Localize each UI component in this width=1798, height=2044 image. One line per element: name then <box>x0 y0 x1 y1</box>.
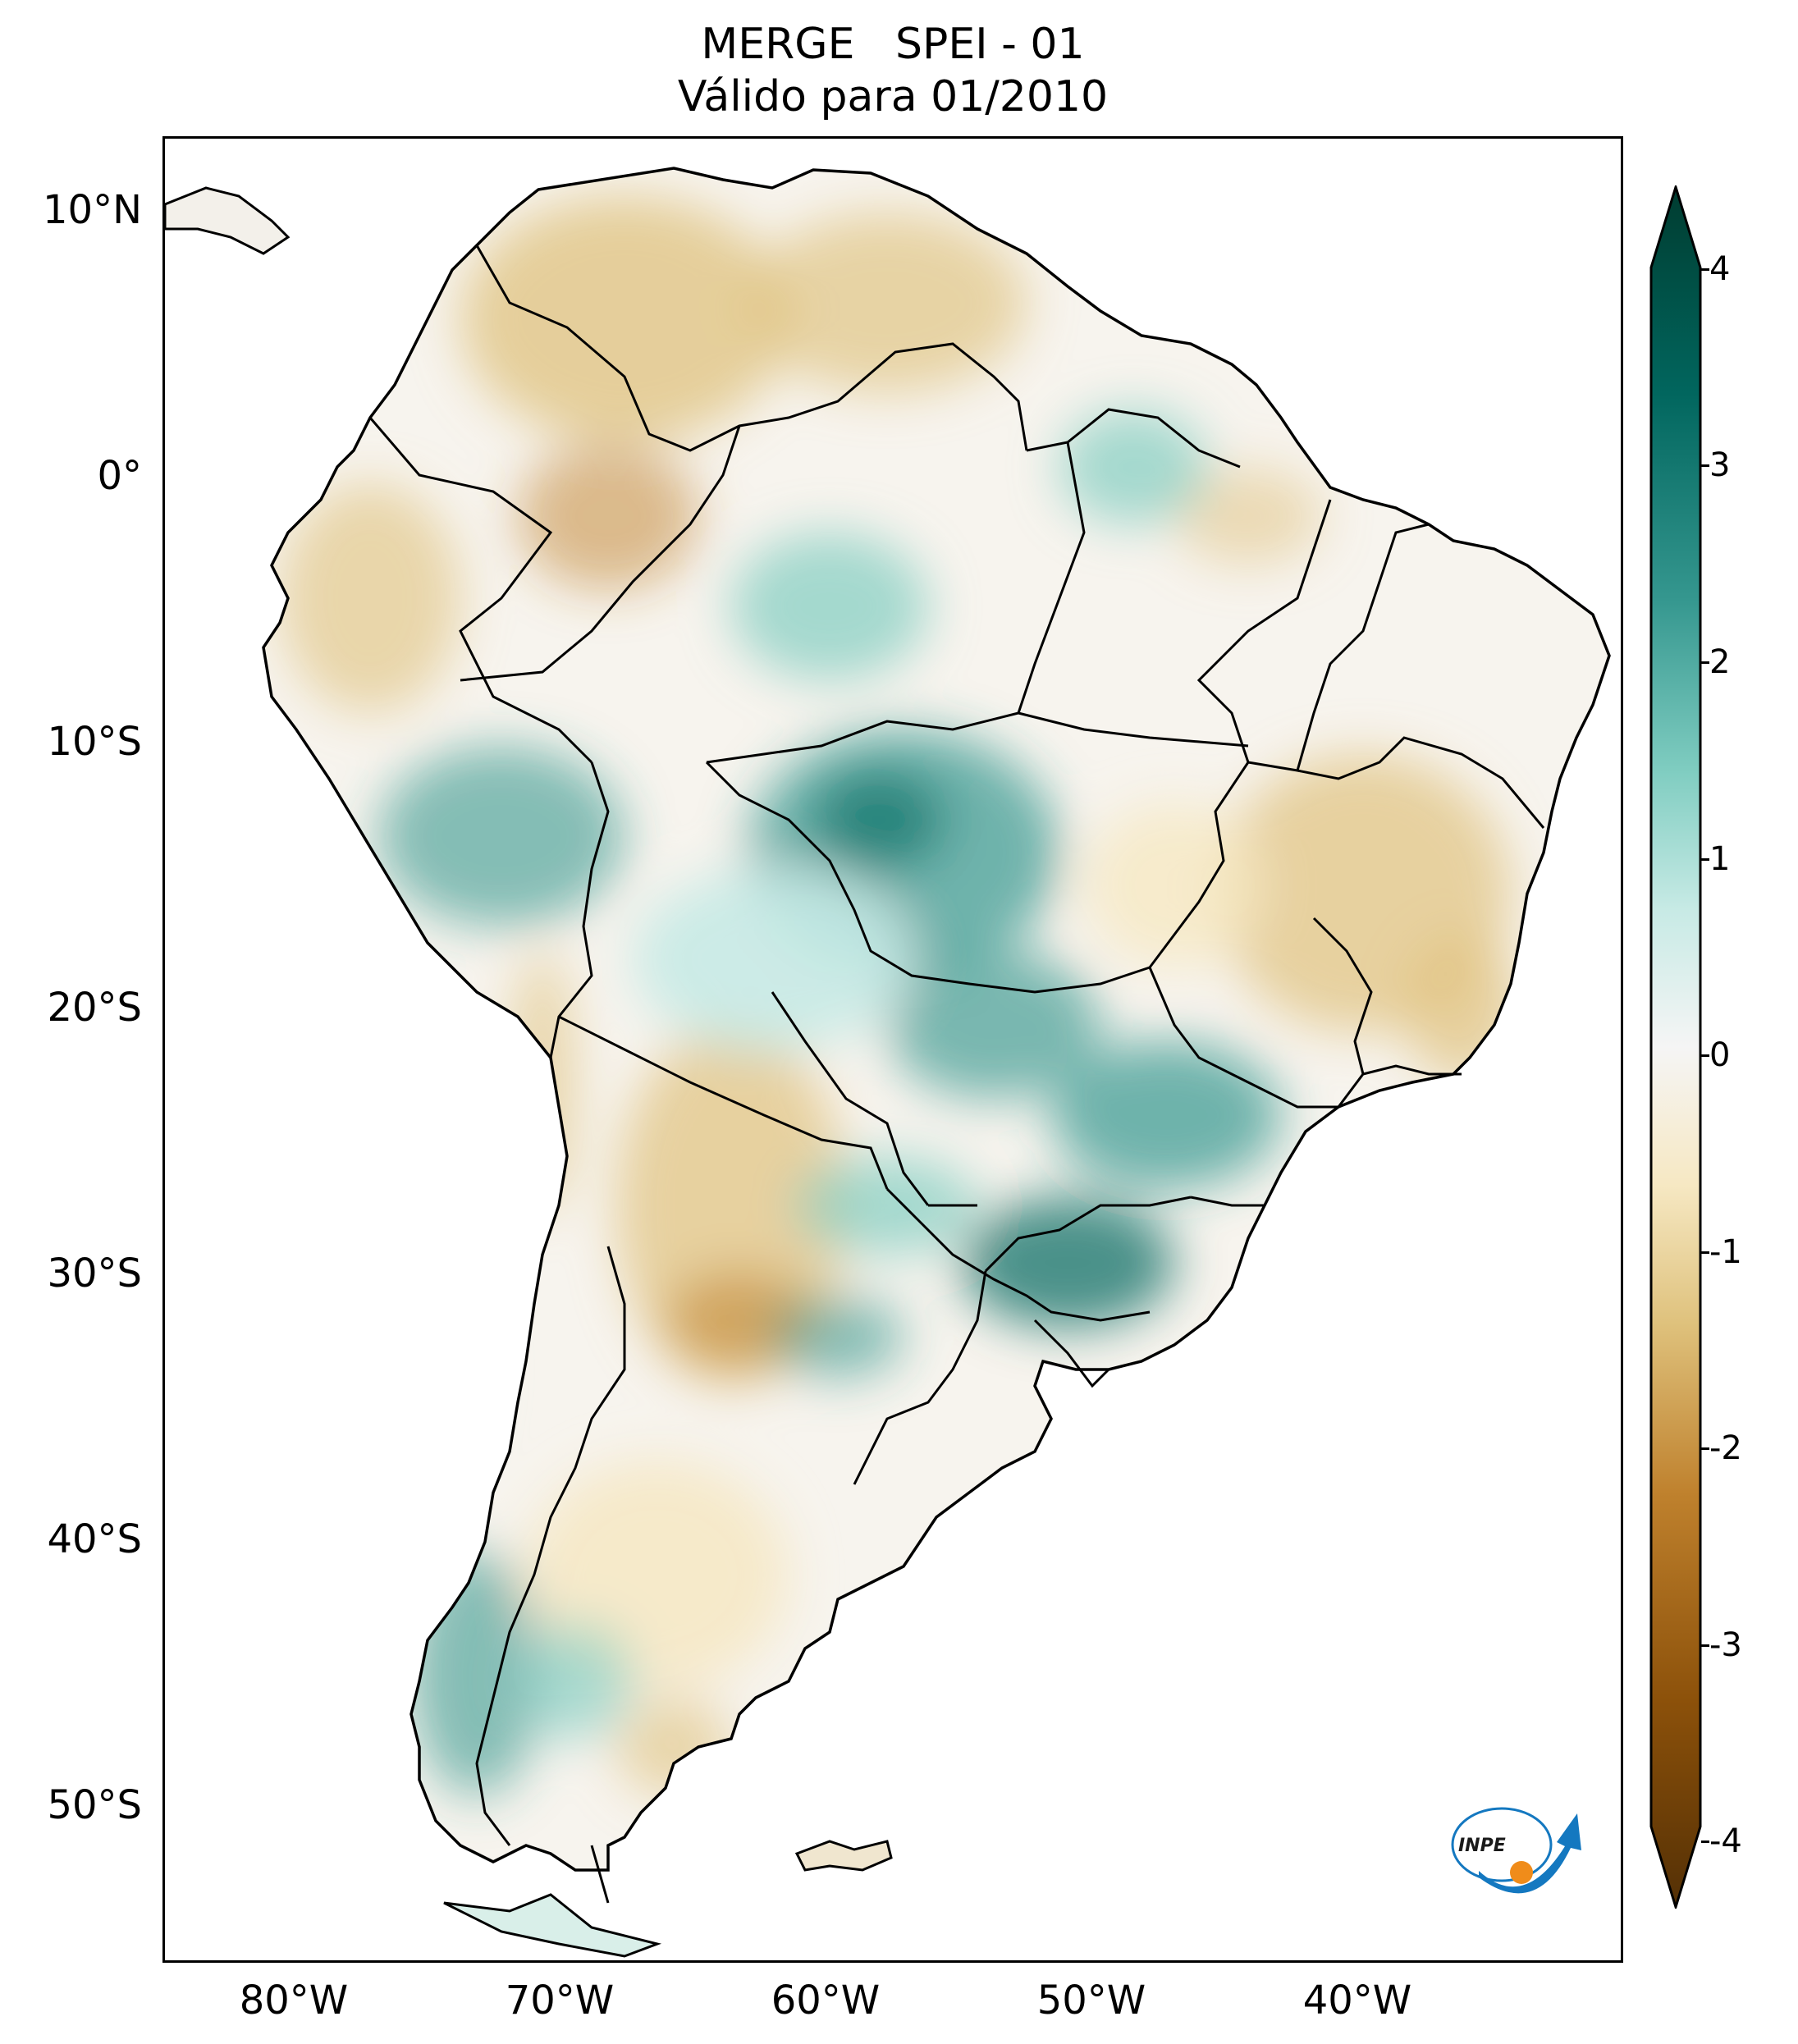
title-line-2: Válido para 01/2010 <box>677 72 1109 121</box>
lon-label-50w: 50°W <box>1036 1978 1146 2023</box>
title-line-1: MERGE SPEI - 01 <box>701 20 1085 69</box>
cbar-tick-label-1: 1 <box>1709 840 1731 878</box>
borders <box>368 245 1545 1904</box>
logo-arrow <box>1479 1813 1581 1894</box>
lat-label-50s: 50°S <box>47 1782 142 1828</box>
cbar-tick-mark-m1 <box>1701 1251 1709 1254</box>
lat-label-10s: 10°S <box>47 719 142 765</box>
map-panel <box>162 136 1623 1963</box>
cbar-tick-mark-m4 <box>1701 1841 1709 1843</box>
cbar-tick-mark-4 <box>1701 268 1709 271</box>
cbar-tick-label-2: 2 <box>1709 643 1731 681</box>
cbar-tick-label-m3: -3 <box>1709 1626 1742 1664</box>
lon-label-70w: 70°W <box>505 1978 615 2023</box>
cbar-tick-mark-m2 <box>1701 1447 1709 1450</box>
spei-field <box>280 196 1519 1796</box>
cbar-tick-label-3: 3 <box>1709 446 1731 484</box>
lat-label-10n: 10°N <box>43 187 142 233</box>
central-america <box>165 186 291 255</box>
cbar-tick-label-4: 4 <box>1709 250 1731 288</box>
logo-orbit <box>1451 1807 1553 1882</box>
spei-map <box>165 167 1611 1958</box>
tierra-del-fuego <box>443 1893 662 1958</box>
chart-title: MERGE SPEI - 01 Válido para 01/2010 <box>162 18 1623 123</box>
cbar-tick-label-m2: -2 <box>1709 1429 1742 1467</box>
inpe-logo: INPE <box>1451 1807 1581 1894</box>
cbar-tick-mark-0 <box>1701 1054 1709 1057</box>
lat-label-40s: 40°S <box>47 1516 142 1562</box>
lat-label-20s: 20°S <box>47 985 142 1031</box>
lon-label-40w: 40°W <box>1302 1978 1412 2023</box>
colorbar <box>1649 185 1702 1909</box>
logo-sun <box>1510 1861 1533 1884</box>
lat-label-0: 0° <box>97 453 142 499</box>
cbar-tick-label-m4: -4 <box>1709 1822 1742 1860</box>
cbar-tick-mark-m3 <box>1701 1644 1709 1647</box>
lon-label-80w: 80°W <box>239 1978 349 2023</box>
cbar-tick-mark-1 <box>1701 858 1709 861</box>
cbar-tick-label-0: 0 <box>1709 1036 1731 1074</box>
colorbar-bar <box>1649 185 1702 1909</box>
cbar-tick-mark-2 <box>1701 661 1709 664</box>
cbar-tick-label-m1: -1 <box>1709 1233 1742 1271</box>
logo-text: INPE <box>1458 1836 1506 1856</box>
falkland-islands <box>794 1840 893 1872</box>
lat-label-30s: 30°S <box>47 1251 142 1296</box>
lon-label-60w: 60°W <box>771 1978 881 2023</box>
cbar-tick-mark-3 <box>1701 464 1709 467</box>
